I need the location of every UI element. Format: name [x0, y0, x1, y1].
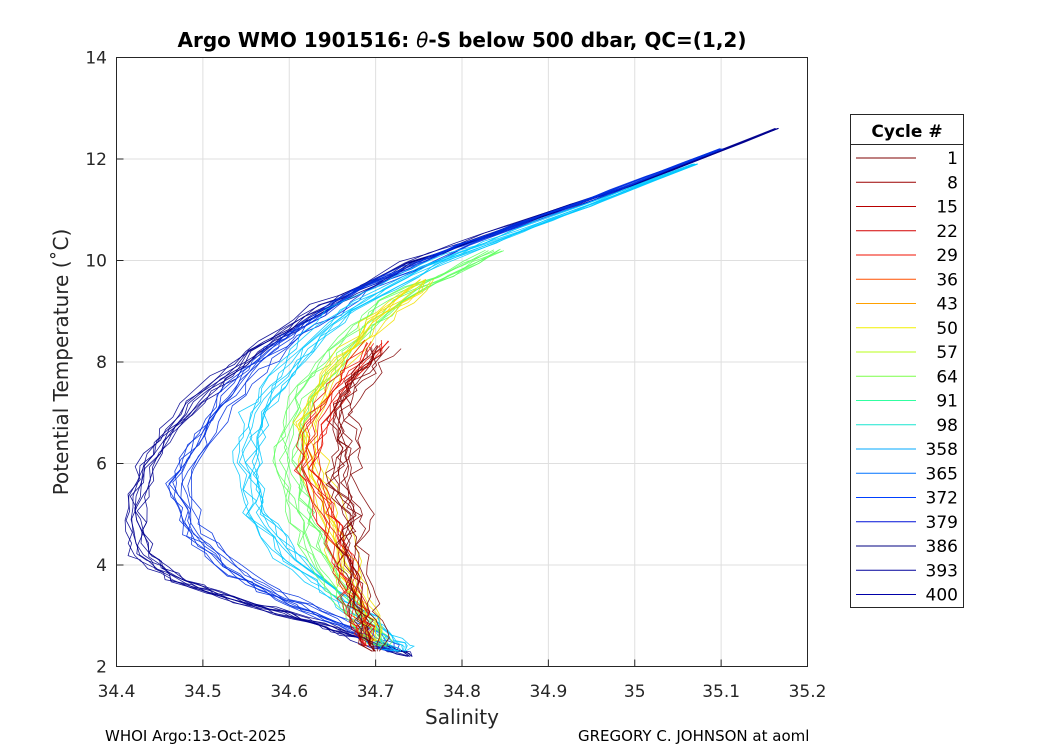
x-tick-label: 35	[624, 682, 646, 702]
x-tick-label: 34.9	[529, 682, 567, 702]
profile-line-green-group	[273, 249, 486, 647]
legend-label: 358	[926, 440, 958, 460]
legend-label: 64	[936, 367, 958, 387]
profile-line-blue-inner	[173, 148, 721, 652]
profile-line-blue-inner	[168, 148, 720, 652]
legend-label: 36	[936, 270, 958, 290]
profile-line-darkred-group	[325, 346, 374, 652]
legend-label: 57	[936, 343, 958, 363]
y-axis-label: Potential Temperature (˚C)	[49, 229, 73, 496]
profile-line-cyan-group	[252, 163, 698, 652]
legend-label: 400	[926, 586, 958, 606]
legend-label: 386	[926, 537, 958, 557]
profile-line-darkred-group	[328, 347, 374, 652]
legend-label: 43	[936, 295, 958, 315]
profile-line-yellow-group	[295, 280, 426, 642]
x-axis-ticks: 34.4 34.5 34.6 34.7 34.8 34.9 35 35.1 35.2	[98, 659, 827, 702]
profile-line-red-group	[316, 339, 383, 647]
profile-line-yellow-group	[314, 278, 435, 642]
profile-line-red-group	[302, 341, 372, 647]
profile-line-darkred-group	[332, 344, 378, 652]
legend-label: 8	[947, 173, 958, 193]
profile-line-blue-envelope	[124, 128, 776, 657]
legend-label: 50	[936, 319, 958, 339]
legend-box	[850, 114, 964, 608]
profile-line-red-group	[307, 342, 383, 647]
y-tick-label: 10	[85, 252, 107, 272]
profile-line-red-group	[308, 340, 389, 647]
legend-label: 22	[936, 222, 958, 242]
x-tick-label: 34.5	[184, 682, 222, 702]
profile-line-cyan-group	[236, 163, 695, 652]
legend-label: 98	[936, 416, 958, 436]
x-tick-label: 34.8	[443, 682, 481, 702]
profile-line-red-group	[293, 342, 369, 647]
y-tick-label: 14	[85, 49, 107, 69]
profile-line-blue-inner	[187, 148, 724, 652]
profile-line-darkred-group	[337, 345, 379, 652]
legend-title: Cycle #	[871, 122, 942, 142]
footer-left: WHOI Argo:13-Oct-2025	[105, 727, 286, 745]
profile-line-red-group	[301, 343, 375, 647]
profile-line-green-group	[283, 249, 495, 647]
profile-line-cyan-group	[238, 163, 696, 652]
x-tick-label: 35.2	[789, 682, 827, 702]
profile-line-cyan-group	[241, 163, 696, 652]
legend-label: 365	[926, 464, 958, 484]
legend-label: 372	[926, 489, 958, 509]
y-tick-label: 2	[96, 658, 107, 678]
x-tick-label: 34.6	[270, 682, 308, 702]
x-tick-label: 35.1	[702, 682, 740, 702]
legend-label: 393	[926, 561, 958, 581]
x-axis-label: Salinity	[425, 705, 499, 729]
y-tick-label: 12	[85, 150, 107, 170]
y-axis-ticks: 2 4 6 8 10 12 14	[85, 49, 124, 678]
profile-line-yellow-group	[298, 280, 423, 642]
y-tick-label: 4	[96, 556, 107, 576]
profile-line-green-group	[286, 249, 499, 647]
x-tick-label: 34.7	[357, 682, 395, 702]
legend-label: 15	[936, 198, 958, 218]
legend-label: 379	[926, 513, 958, 533]
y-tick-label: 6	[96, 455, 107, 475]
legend-label: 91	[936, 392, 958, 412]
legend-entries: 1 8 15 22 29 36 43 50 57 64 91 98 358 365 372 379 386 393…	[856, 149, 958, 606]
x-tick-label: 34.4	[98, 682, 136, 702]
profile-line-darkred-group	[343, 346, 390, 652]
legend-label: 1	[947, 149, 958, 169]
profile-line-blue-inner	[165, 148, 721, 652]
profile-line-blue-envelope	[125, 128, 776, 657]
profile-line-darkred-group	[347, 348, 402, 652]
chart-title: Argo WMO 1901516: θ-S below 500 dbar, QC…	[178, 28, 747, 52]
profile-line-blue-inner	[190, 148, 724, 652]
footer-right: GREGORY C. JOHNSON at aoml	[578, 727, 809, 745]
legend-label: 29	[936, 246, 958, 266]
y-tick-label: 8	[96, 353, 107, 373]
profile-lines	[124, 127, 779, 657]
profile-line-cyan-group	[232, 163, 694, 652]
legend: Cycle # 1 8 15 22 29 36 43 50 57 64 91 98 358 365 372 3…	[850, 114, 964, 608]
